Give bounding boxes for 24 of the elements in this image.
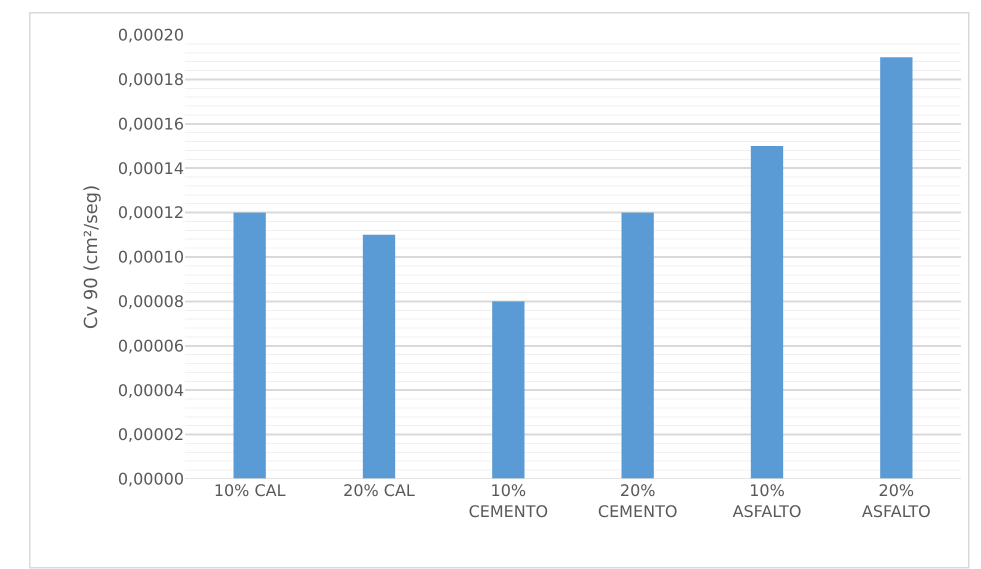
y-tick-label: 0,00014 bbox=[118, 158, 184, 178]
y-tick-label: 0,00012 bbox=[118, 203, 184, 222]
bar bbox=[622, 212, 654, 479]
y-tick-label: 0,00010 bbox=[118, 248, 184, 267]
y-tick-label: 0,00020 bbox=[118, 26, 184, 45]
y-tick-label: 0,00008 bbox=[118, 292, 184, 311]
x-tick-label: 10% CEMENTO bbox=[468, 481, 548, 521]
y-axis-title: Cv 90 (cm²/seg) bbox=[81, 184, 102, 330]
y-tick-label: 0,00018 bbox=[118, 70, 184, 89]
y-tick-label: 0,00002 bbox=[118, 425, 184, 444]
bar bbox=[234, 212, 266, 479]
bar bbox=[492, 301, 524, 479]
x-tick-label: 20% CEMENTO bbox=[598, 481, 678, 521]
x-tick-label: 10% CAL bbox=[214, 481, 286, 500]
y-tick-label: 0,00004 bbox=[118, 380, 184, 400]
y-tick-label: 0,00016 bbox=[118, 114, 184, 134]
y-tick-label: 0,00006 bbox=[118, 336, 184, 356]
bar bbox=[362, 234, 396, 479]
x-tick-label: 20% CAL bbox=[343, 481, 415, 500]
bar bbox=[880, 57, 912, 479]
x-tick-label: 20% ASFALTO bbox=[862, 481, 931, 521]
bar bbox=[750, 146, 784, 479]
y-tick-label: 0,00000 bbox=[118, 470, 184, 489]
x-tick-label: 10% ASFALTO bbox=[732, 481, 802, 521]
